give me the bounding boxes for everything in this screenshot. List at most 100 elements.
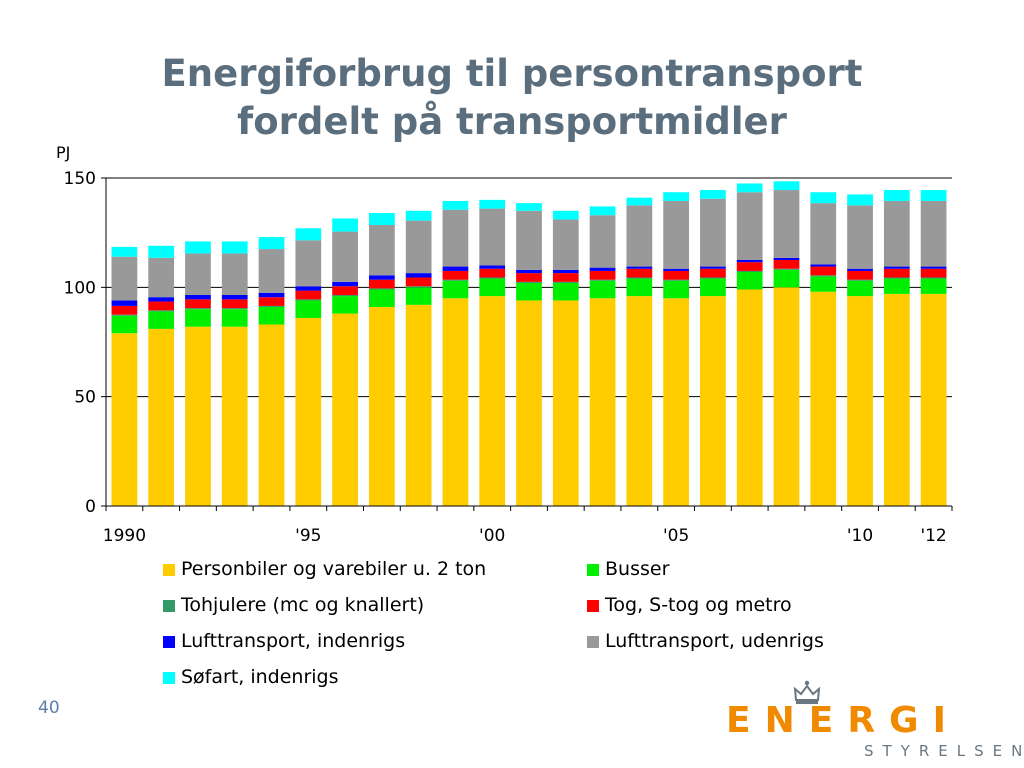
bar-segment-2009-5 bbox=[810, 203, 837, 265]
bar-segment-2006-5 bbox=[700, 198, 726, 267]
crown-icon bbox=[793, 680, 821, 704]
x-tick-label: 1990 bbox=[103, 526, 146, 546]
bar-segment-1991-1 bbox=[148, 311, 175, 329]
bar-segment-1996-5 bbox=[332, 231, 358, 282]
bar-segment-2001-5 bbox=[516, 210, 542, 270]
bar-segment-1999-6 bbox=[442, 200, 469, 210]
bar-segment-2005-2 bbox=[663, 279, 690, 281]
y-tick-label: 150 bbox=[64, 169, 96, 189]
bar-segment-2005-6 bbox=[663, 192, 690, 201]
bar-segment-1991-3 bbox=[148, 301, 175, 311]
bar-segment-1990-6 bbox=[111, 246, 138, 257]
legend-item: Tog, S-tog og metro bbox=[587, 592, 792, 618]
bar-segment-1996-3 bbox=[332, 286, 358, 295]
legend-item: Busser bbox=[587, 556, 669, 582]
bar-segment-1995-3 bbox=[295, 290, 322, 300]
legend-swatch bbox=[163, 600, 175, 612]
bar-segment-2008-0 bbox=[773, 287, 800, 506]
bar-segment-1993-2 bbox=[221, 308, 248, 310]
bar-segment-1998-1 bbox=[405, 287, 432, 305]
bar-segment-2003-4 bbox=[589, 267, 616, 271]
bar-segment-2003-6 bbox=[589, 206, 616, 216]
bar-segment-1995-6 bbox=[295, 228, 322, 241]
bar-segment-2010-1 bbox=[847, 280, 873, 297]
bar-segment-1990-3 bbox=[111, 305, 138, 315]
bar-segment-1991-6 bbox=[148, 245, 175, 258]
bar-segment-1998-2 bbox=[405, 286, 432, 288]
bar-segment-2011-0 bbox=[883, 293, 910, 506]
bar-segment-2006-4 bbox=[700, 266, 726, 269]
bar-segment-2000-4 bbox=[479, 265, 506, 269]
bar-segment-2011-5 bbox=[883, 200, 910, 267]
bar-segment-1998-4 bbox=[405, 273, 432, 278]
legend-swatch bbox=[587, 600, 599, 612]
bar-segment-1990-4 bbox=[111, 300, 138, 306]
bar-segment-1991-5 bbox=[148, 257, 175, 298]
bar-segment-1996-4 bbox=[332, 281, 358, 287]
bar-segment-1995-4 bbox=[295, 286, 322, 291]
bar-segment-2007-0 bbox=[736, 289, 763, 506]
bar-segment-2010-3 bbox=[847, 270, 873, 280]
bar-segment-1992-0 bbox=[185, 326, 211, 506]
legend-item: Lufttransport, indenrigs bbox=[163, 628, 405, 654]
bar-segment-1993-4 bbox=[221, 294, 248, 300]
bar-segment-2001-4 bbox=[516, 269, 542, 274]
bar-segment-1992-6 bbox=[185, 241, 211, 254]
bar-segment-1995-0 bbox=[295, 317, 322, 506]
bar-segment-2008-5 bbox=[773, 190, 800, 258]
legend-label: Søfart, indenrigs bbox=[181, 666, 339, 688]
bar-segment-2005-0 bbox=[663, 298, 690, 506]
bar-segment-1992-5 bbox=[185, 253, 211, 295]
legend-label: Lufttransport, indenrigs bbox=[181, 630, 406, 652]
bar-segment-1993-1 bbox=[221, 309, 248, 327]
bar-segment-2005-4 bbox=[663, 268, 690, 271]
bar-segment-1994-2 bbox=[258, 305, 285, 308]
bar-segment-2008-4 bbox=[773, 257, 800, 260]
bar-segment-2012-4 bbox=[920, 266, 947, 269]
bar-segment-2002-5 bbox=[552, 219, 579, 270]
page-number: 40 bbox=[38, 698, 60, 718]
bar-segment-1996-1 bbox=[332, 296, 358, 314]
bar-segment-2004-0 bbox=[626, 296, 653, 506]
bar-segment-1997-0 bbox=[368, 307, 395, 506]
logo-wordmark: ENERGI bbox=[726, 700, 960, 741]
legend-swatch bbox=[587, 636, 599, 648]
bar-segment-2007-4 bbox=[736, 260, 763, 263]
bar-segment-2003-3 bbox=[589, 270, 616, 280]
bar-segment-1997-2 bbox=[368, 288, 395, 290]
bar-segment-1997-5 bbox=[368, 225, 395, 276]
bar-segment-1995-2 bbox=[295, 299, 322, 301]
legend-item: Lufttransport, udenrigs bbox=[587, 628, 824, 654]
bar-segment-2011-6 bbox=[883, 190, 910, 201]
bar-segment-2001-1 bbox=[516, 282, 542, 301]
y-tick-label: 0 bbox=[85, 497, 96, 517]
bar-segment-2012-2 bbox=[920, 277, 947, 279]
bar-segment-1992-2 bbox=[185, 308, 211, 310]
legend-item: Personbiler og varebiler u. 2 ton bbox=[163, 556, 486, 582]
legend-label: Tog, S-tog og metro bbox=[605, 594, 792, 616]
bar-segment-2012-6 bbox=[920, 190, 947, 201]
bar-segment-2010-0 bbox=[847, 296, 873, 506]
bar-segment-1991-4 bbox=[148, 297, 175, 302]
bar-segment-1992-1 bbox=[185, 309, 211, 327]
bar-segment-2000-2 bbox=[479, 277, 506, 279]
legend-label: Busser bbox=[605, 558, 670, 580]
bar-segment-2001-6 bbox=[516, 203, 542, 211]
bar-segment-1999-1 bbox=[442, 280, 469, 299]
bar-segment-1994-4 bbox=[258, 292, 285, 298]
x-tick-label: '10 bbox=[847, 526, 873, 546]
bar-segment-2008-3 bbox=[773, 260, 800, 269]
bar-segment-1994-6 bbox=[258, 237, 285, 250]
bar-segment-2002-1 bbox=[552, 282, 579, 301]
bar-segment-2002-0 bbox=[552, 300, 579, 506]
y-unit-label: PJ bbox=[56, 143, 70, 162]
bar-segment-2007-5 bbox=[736, 192, 763, 260]
bar-segment-1997-3 bbox=[368, 279, 395, 289]
x-tick-label: '00 bbox=[479, 526, 505, 546]
bar-segment-1998-6 bbox=[405, 210, 432, 221]
bar-segment-2000-6 bbox=[479, 199, 506, 209]
page-title: Energiforbrug til persontransport fordel… bbox=[0, 50, 1024, 146]
bar-segment-1995-1 bbox=[295, 300, 322, 318]
bar-segment-2002-4 bbox=[552, 269, 579, 274]
bar-segment-2005-3 bbox=[663, 270, 690, 280]
